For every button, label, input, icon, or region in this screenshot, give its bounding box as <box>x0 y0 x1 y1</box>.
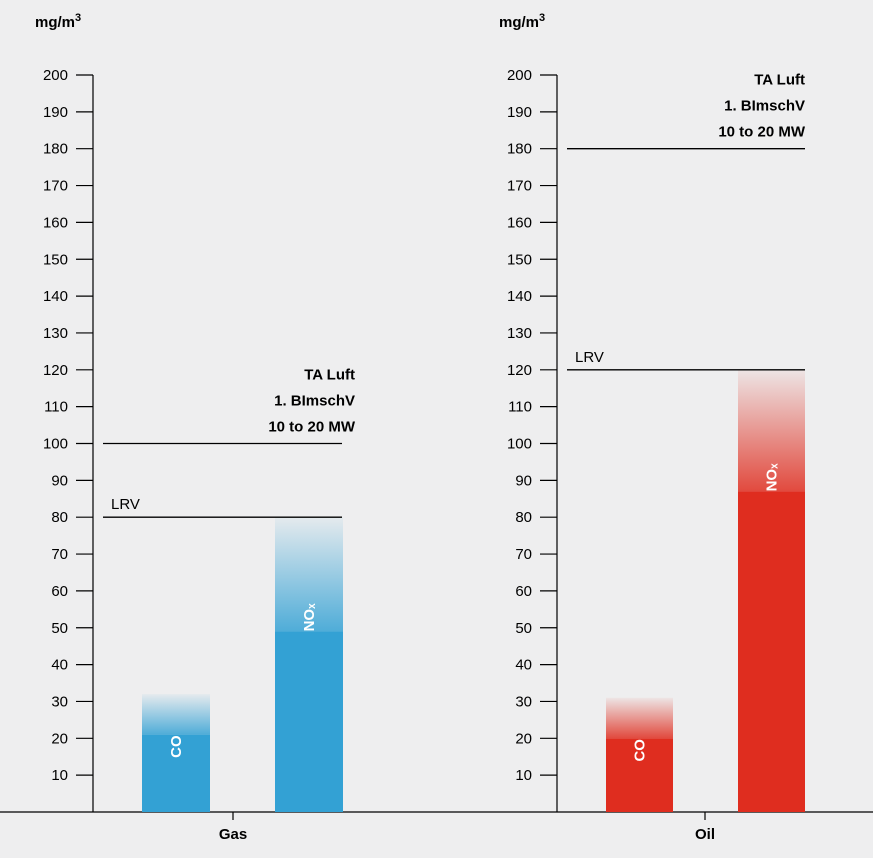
y-tick-label: 100 <box>43 436 68 453</box>
y-tick-label: 10 <box>515 767 532 784</box>
bar-label: NOₓ <box>301 603 318 632</box>
y-tick-label: 170 <box>43 178 68 195</box>
y-tick-label: 130 <box>507 325 532 342</box>
unit-superscript: 3 <box>539 12 545 24</box>
y-tick-label: 20 <box>51 730 68 747</box>
y-tick-label: 40 <box>51 657 68 674</box>
bar-co <box>142 734 210 812</box>
y-tick-label: 180 <box>43 141 68 158</box>
y-tick-label: 80 <box>51 509 68 526</box>
y-tick-label: 130 <box>43 325 68 342</box>
y-tick-label: 100 <box>507 436 532 453</box>
reference-line-label: TA Luft <box>304 367 355 384</box>
unit-label: mg/m3 <box>499 12 545 31</box>
y-tick-label: 70 <box>515 546 532 563</box>
y-tick-label: 140 <box>507 288 532 305</box>
y-tick-label: 120 <box>43 362 68 379</box>
bar-nox <box>738 491 805 812</box>
y-tick-label: 200 <box>43 67 68 84</box>
y-tick-label: 180 <box>507 141 532 158</box>
y-tick-label: 30 <box>515 693 532 710</box>
y-tick-label: 30 <box>51 693 68 710</box>
y-tick-label: 170 <box>507 178 532 195</box>
unit-superscript: 3 <box>75 12 81 24</box>
y-tick-label: 120 <box>507 362 532 379</box>
reference-line-label: 10 to 20 MW <box>268 419 356 436</box>
reference-line-label: 1. BImschV <box>724 98 805 115</box>
bar-nox <box>275 631 343 812</box>
category-label: Gas <box>219 826 247 843</box>
y-tick-label: 50 <box>51 620 68 637</box>
category-label: Oil <box>695 826 715 843</box>
panel-oil: mg/m3 10 20 30 40 50 60 70 80 90 100 110 120 130 140 15… <box>499 12 806 843</box>
bar-label: CO <box>168 735 185 758</box>
y-tick-label: 60 <box>515 583 532 600</box>
panel-gas: mg/m3 10 20 30 40 50 60 70 80 90 100 110 120 130 140 15… <box>35 12 356 843</box>
y-tick-label: 160 <box>507 214 532 231</box>
bar-range-co <box>142 694 210 735</box>
reference-line-label: TA Luft <box>754 72 805 89</box>
y-tick-label: 150 <box>507 251 532 268</box>
lrv-label: LRV <box>111 496 140 513</box>
y-tick-label: 140 <box>43 288 68 305</box>
reference-line-label: 1. BImschV <box>274 393 355 410</box>
y-tick-label: 20 <box>515 730 532 747</box>
unit-base: mg/m <box>35 14 75 31</box>
y-tick-label: 40 <box>515 657 532 674</box>
y-tick-label: 160 <box>43 214 68 231</box>
y-tick-label: 90 <box>51 472 68 489</box>
y-tick-label: 110 <box>44 399 68 416</box>
bar-co <box>606 738 673 812</box>
bar-range-nox <box>738 369 805 492</box>
y-tick-label: 200 <box>507 67 532 84</box>
unit-label: mg/m3 <box>35 12 81 31</box>
bar-label: NOₓ <box>764 463 781 492</box>
y-tick-label: 110 <box>508 399 532 416</box>
unit-base: mg/m <box>499 14 539 31</box>
bar-range-co <box>606 697 673 739</box>
y-tick-label: 80 <box>515 509 532 526</box>
lrv-label: LRV <box>575 349 604 366</box>
reference-line-label: 10 to 20 MW <box>718 124 806 141</box>
y-tick-label: 60 <box>51 583 68 600</box>
y-tick-label: 50 <box>515 620 532 637</box>
bar-label: CO <box>632 739 649 762</box>
bar-range-nox <box>275 517 343 632</box>
y-tick-label: 190 <box>507 104 532 121</box>
y-tick-label: 10 <box>51 767 68 784</box>
y-tick-label: 190 <box>43 104 68 121</box>
y-tick-label: 70 <box>51 546 68 563</box>
y-tick-label: 90 <box>515 472 532 489</box>
y-tick-label: 150 <box>43 251 68 268</box>
